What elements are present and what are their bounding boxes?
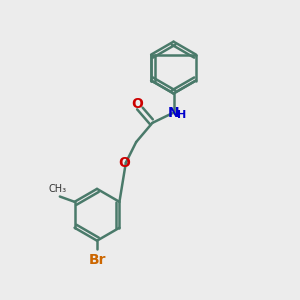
Text: O: O <box>118 156 130 170</box>
Text: H: H <box>177 110 186 120</box>
Text: Br: Br <box>88 253 106 267</box>
Text: O: O <box>132 97 144 111</box>
Text: CH₃: CH₃ <box>48 184 67 194</box>
Text: N: N <box>168 106 179 120</box>
